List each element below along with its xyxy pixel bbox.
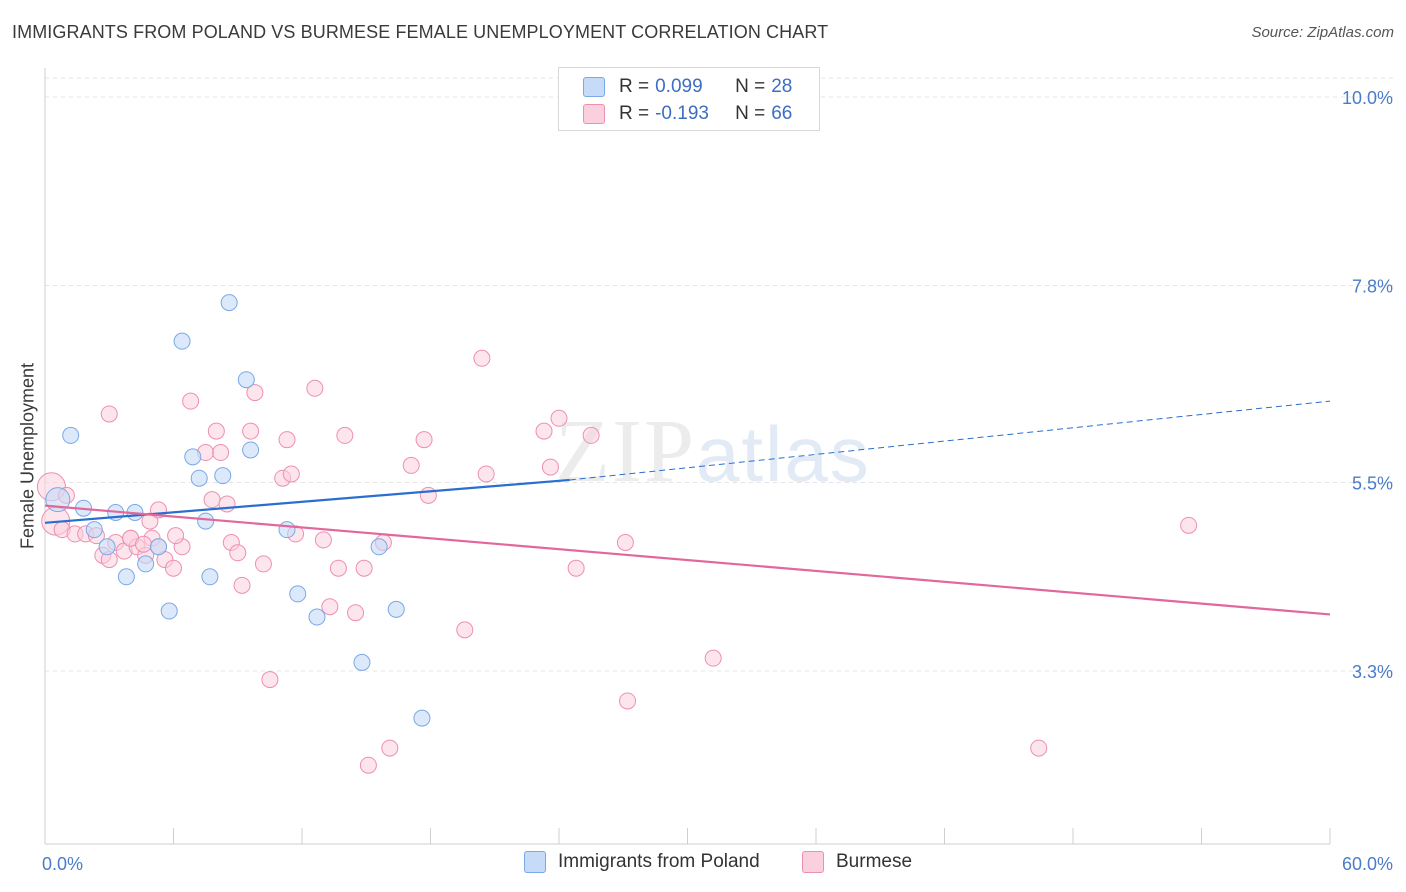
legend-n-value: 66 <box>771 103 793 124</box>
legend-row-burmese: R = -0.193 N = 66 <box>583 102 792 126</box>
burmese-point <box>550 409 568 427</box>
burmese-point <box>336 426 354 444</box>
burmese-point <box>616 533 634 551</box>
burmese-point <box>261 671 279 689</box>
y-tick-label: 7.8% <box>1352 276 1393 296</box>
burmese-point <box>402 456 420 474</box>
poland-point <box>387 600 405 618</box>
burmese-point <box>321 598 339 616</box>
burmese-trend-line <box>44 504 1331 616</box>
y-tick-label: 10.0% <box>1342 88 1393 108</box>
burmese-point <box>167 527 185 545</box>
poland-point <box>184 448 202 466</box>
poland-point <box>308 608 326 626</box>
burmese-point <box>135 535 153 553</box>
legend-r-value: 0.099 <box>655 76 703 97</box>
burmese-point <box>100 405 118 423</box>
burmese-point <box>233 576 251 594</box>
burmese-point <box>704 649 722 667</box>
bottom-legend-swatch-burmese <box>802 851 824 873</box>
legend-n-value: 28 <box>771 76 793 97</box>
poland-point <box>237 371 255 389</box>
burmese-point <box>182 392 200 410</box>
burmese-point <box>473 349 491 367</box>
legend-swatch-poland <box>583 77 605 97</box>
burmese-point <box>278 431 296 449</box>
legend-r-label: R = <box>619 103 650 124</box>
poland-point <box>190 469 208 487</box>
burmese-point <box>582 426 600 444</box>
poland-trend-line <box>44 478 570 524</box>
legend-n-label: N = <box>735 103 766 124</box>
legend-swatch-burmese <box>583 104 605 124</box>
burmese-point <box>165 559 182 577</box>
watermark-atlas: atlas <box>696 410 871 498</box>
burmese-point <box>347 604 365 622</box>
burmese-point <box>619 692 637 710</box>
burmese-point <box>477 465 495 483</box>
burmese-point <box>541 458 559 476</box>
burmese-point <box>282 465 300 483</box>
burmese-point <box>229 544 247 562</box>
poland-trend-extension <box>569 400 1331 481</box>
legend-row-poland: R = 0.099 N = 28 <box>583 75 792 99</box>
poland-point <box>289 585 307 603</box>
burmese-point <box>203 491 221 509</box>
burmese-point <box>1180 516 1198 534</box>
burmese-point <box>254 555 272 573</box>
bottom-legend-label-burmese: Burmese <box>836 851 913 872</box>
burmese-point <box>242 422 260 440</box>
bottom-legend-poland[interactable]: Immigrants from Poland <box>524 851 760 873</box>
y-tick-label: 3.3% <box>1352 662 1393 682</box>
poland-point <box>278 521 296 539</box>
poland-point <box>214 467 232 485</box>
bottom-legend-burmese[interactable]: Burmese <box>802 851 912 873</box>
poland-point <box>173 332 191 350</box>
poland-point <box>413 709 431 727</box>
burmese-point <box>456 621 474 639</box>
burmese-point <box>306 379 324 397</box>
burmese-point <box>314 531 332 549</box>
poland-point <box>85 521 103 539</box>
burmese-point <box>212 444 230 462</box>
poland-point <box>62 426 80 444</box>
poland-point <box>98 538 116 556</box>
bottom-legend-swatch-poland <box>524 851 546 873</box>
poland-point <box>160 602 178 620</box>
watermark: ZIPatlas <box>555 400 871 503</box>
correlation-legend: R = 0.099 N = 28 R = -0.193 N = 66 <box>558 67 820 131</box>
poland-point <box>137 555 155 573</box>
burmese-point <box>359 756 377 774</box>
burmese-point <box>535 422 553 440</box>
poland-point <box>150 538 168 556</box>
burmese-point <box>218 495 236 513</box>
x-tick-label: 0.0% <box>42 854 83 874</box>
legend-n-label: N = <box>735 76 766 97</box>
chart-title: IMMIGRANTS FROM POLAND VS BURMESE FEMALE… <box>12 22 829 42</box>
burmese-point <box>419 486 437 504</box>
poland-point <box>220 294 238 312</box>
burmese-point <box>355 559 373 577</box>
poland-point <box>242 441 260 459</box>
bottom-legend-label-poland: Immigrants from Poland <box>558 851 760 872</box>
burmese-point <box>1030 739 1048 757</box>
burmese-point <box>246 384 264 402</box>
burmese-point <box>207 422 225 440</box>
burmese-point <box>329 559 347 577</box>
watermark-zip: ZIP <box>555 402 696 501</box>
legend-r-value: -0.193 <box>655 103 709 124</box>
poland-point <box>370 538 388 556</box>
burmese-point <box>415 431 433 449</box>
burmese-point <box>381 739 399 757</box>
x-tick-label: 60.0% <box>1342 854 1393 874</box>
y-tick-label: 5.5% <box>1352 474 1393 494</box>
poland-point <box>117 568 135 586</box>
source-label: Source: ZipAtlas.com <box>1251 24 1394 41</box>
poland-point <box>197 512 215 530</box>
burmese-point <box>567 559 585 577</box>
poland-point <box>353 653 371 671</box>
poland-point <box>201 568 219 586</box>
legend-r-label: R = <box>619 76 650 97</box>
